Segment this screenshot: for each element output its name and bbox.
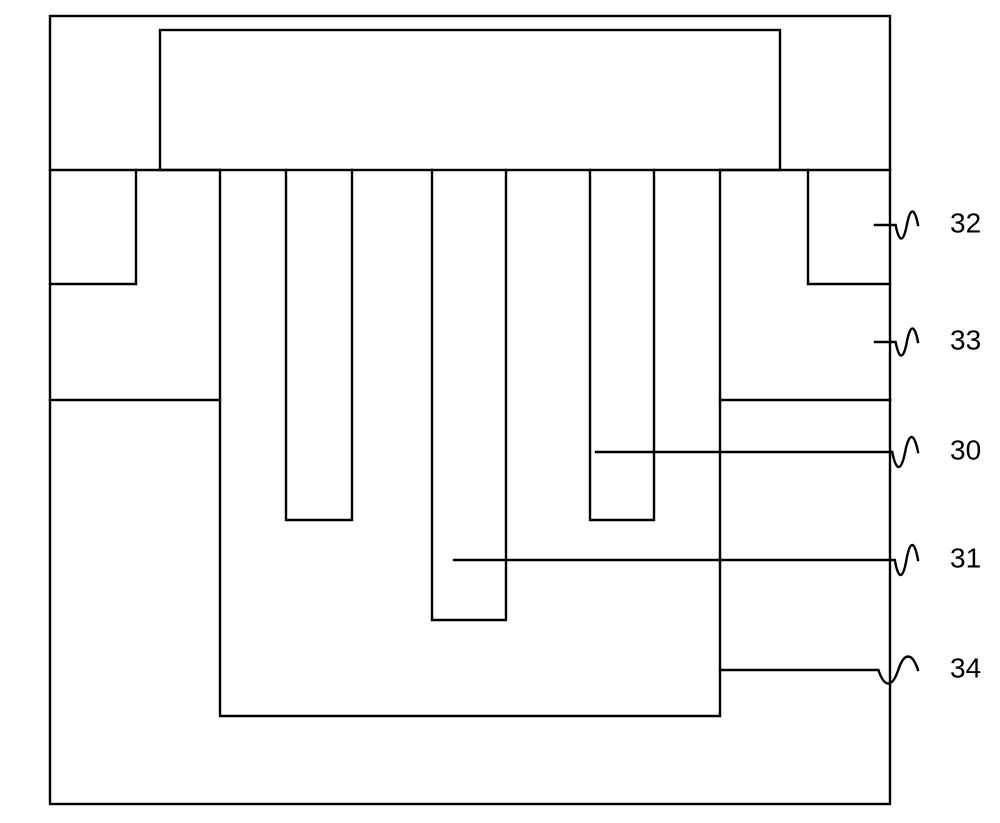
label-31: 31: [950, 542, 981, 573]
well-outer: [220, 170, 720, 716]
leader-33: [875, 329, 918, 356]
outer-frame: [50, 16, 890, 804]
notch-right: [808, 170, 890, 284]
leader-30: [596, 437, 918, 467]
diagram-canvas: 32 33 30 31 34: [0, 0, 1000, 823]
leader-31: [454, 545, 918, 575]
top-plate: [160, 30, 780, 170]
pillar-center: [432, 170, 506, 620]
label-34: 34: [950, 652, 981, 683]
pillar-left: [286, 170, 352, 520]
notch-left: [50, 170, 136, 284]
pillar-right: [590, 170, 654, 520]
leader-34: [720, 657, 918, 684]
label-33: 33: [950, 324, 981, 355]
label-30: 30: [950, 434, 981, 465]
label-32: 32: [950, 207, 981, 238]
leader-32: [875, 212, 918, 239]
